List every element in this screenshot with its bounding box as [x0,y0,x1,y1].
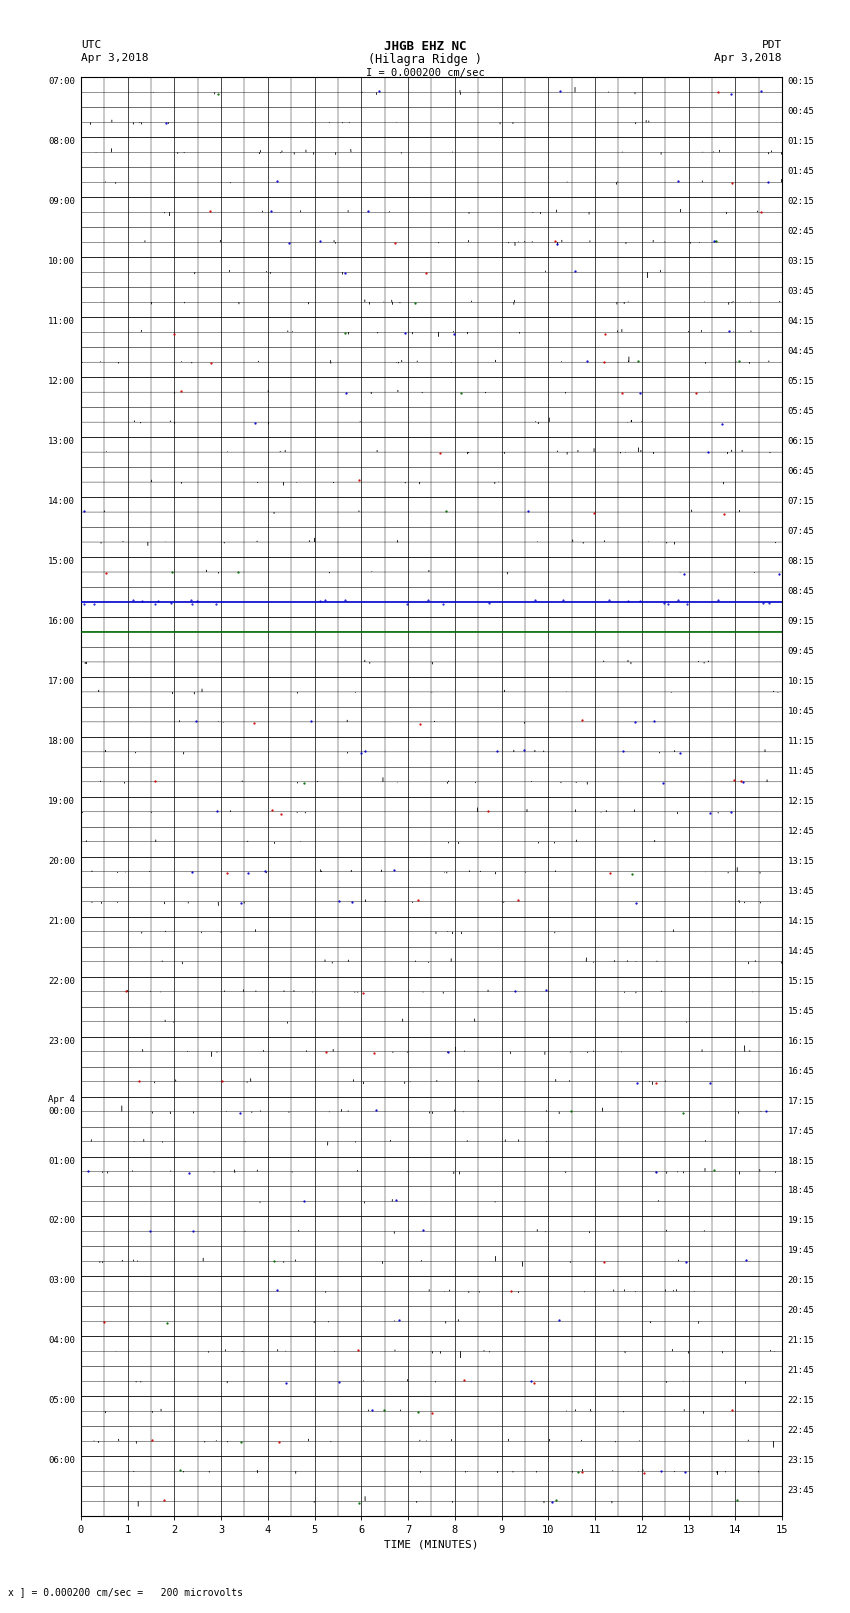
Text: 06:00: 06:00 [48,1457,75,1465]
Text: x ] = 0.000200 cm/sec =   200 microvolts: x ] = 0.000200 cm/sec = 200 microvolts [8,1587,243,1597]
Text: 10:45: 10:45 [788,706,814,716]
Text: 16:15: 16:15 [788,1037,814,1045]
Text: 21:15: 21:15 [788,1336,814,1345]
Text: 04:00: 04:00 [48,1336,75,1345]
Text: 23:00: 23:00 [48,1037,75,1045]
Text: UTC: UTC [81,40,101,50]
Text: 09:45: 09:45 [788,647,814,656]
Text: 18:00: 18:00 [48,737,75,745]
Text: 03:45: 03:45 [788,287,814,297]
Text: 07:45: 07:45 [788,527,814,536]
Text: 22:00: 22:00 [48,977,75,986]
Text: 02:00: 02:00 [48,1216,75,1226]
Text: 23:15: 23:15 [788,1457,814,1465]
Text: 00:45: 00:45 [788,108,814,116]
Text: 20:15: 20:15 [788,1276,814,1286]
Text: Apr 3,2018: Apr 3,2018 [81,53,148,63]
X-axis label: TIME (MINUTES): TIME (MINUTES) [384,1539,479,1550]
Text: 14:45: 14:45 [788,947,814,955]
Text: 01:45: 01:45 [788,168,814,176]
Text: 08:15: 08:15 [788,556,814,566]
Text: 10:15: 10:15 [788,677,814,686]
Text: 13:00: 13:00 [48,437,75,447]
Text: 13:15: 13:15 [788,857,814,866]
Text: 16:00: 16:00 [48,618,75,626]
Text: 11:00: 11:00 [48,318,75,326]
Text: 12:00: 12:00 [48,377,75,386]
Text: 19:45: 19:45 [788,1247,814,1255]
Text: 04:45: 04:45 [788,347,814,356]
Text: 09:15: 09:15 [788,618,814,626]
Text: 21:00: 21:00 [48,916,75,926]
Text: 08:00: 08:00 [48,137,75,147]
Text: 01:15: 01:15 [788,137,814,147]
Text: (Hilagra Ridge ): (Hilagra Ridge ) [368,53,482,66]
Text: 04:15: 04:15 [788,318,814,326]
Text: 19:00: 19:00 [48,797,75,806]
Text: 15:45: 15:45 [788,1007,814,1016]
Text: 22:15: 22:15 [788,1397,814,1405]
Text: 07:15: 07:15 [788,497,814,506]
Text: 12:45: 12:45 [788,827,814,836]
Text: 10:00: 10:00 [48,258,75,266]
Text: PDT: PDT [762,40,782,50]
Text: 00:00: 00:00 [48,1107,75,1116]
Text: 18:45: 18:45 [788,1187,814,1195]
Text: 17:15: 17:15 [788,1097,814,1105]
Text: 17:45: 17:45 [788,1126,814,1136]
Text: Apr 4: Apr 4 [48,1095,75,1103]
Text: 20:45: 20:45 [788,1307,814,1315]
Text: 11:15: 11:15 [788,737,814,745]
Text: 22:45: 22:45 [788,1426,814,1436]
Text: 16:45: 16:45 [788,1066,814,1076]
Text: 21:45: 21:45 [788,1366,814,1376]
Text: 08:45: 08:45 [788,587,814,595]
Text: 11:45: 11:45 [788,766,814,776]
Text: 18:15: 18:15 [788,1157,814,1166]
Text: 23:45: 23:45 [788,1486,814,1495]
Text: 02:45: 02:45 [788,227,814,235]
Text: Apr 3,2018: Apr 3,2018 [715,53,782,63]
Text: 12:15: 12:15 [788,797,814,806]
Text: 19:15: 19:15 [788,1216,814,1226]
Text: 05:00: 05:00 [48,1397,75,1405]
Text: JHGB EHZ NC: JHGB EHZ NC [383,40,467,53]
Text: 06:15: 06:15 [788,437,814,447]
Text: 00:15: 00:15 [788,77,814,87]
Text: 14:00: 14:00 [48,497,75,506]
Text: 01:00: 01:00 [48,1157,75,1166]
Text: 14:15: 14:15 [788,916,814,926]
Text: 02:15: 02:15 [788,197,814,206]
Text: 20:00: 20:00 [48,857,75,866]
Text: 17:00: 17:00 [48,677,75,686]
Text: 05:45: 05:45 [788,406,814,416]
Text: I = 0.000200 cm/sec: I = 0.000200 cm/sec [366,68,484,77]
Text: 13:45: 13:45 [788,887,814,895]
Text: 09:00: 09:00 [48,197,75,206]
Text: 03:00: 03:00 [48,1276,75,1286]
Text: 06:45: 06:45 [788,468,814,476]
Text: 05:15: 05:15 [788,377,814,386]
Text: 15:15: 15:15 [788,977,814,986]
Text: 07:00: 07:00 [48,77,75,87]
Text: 03:15: 03:15 [788,258,814,266]
Text: 15:00: 15:00 [48,556,75,566]
